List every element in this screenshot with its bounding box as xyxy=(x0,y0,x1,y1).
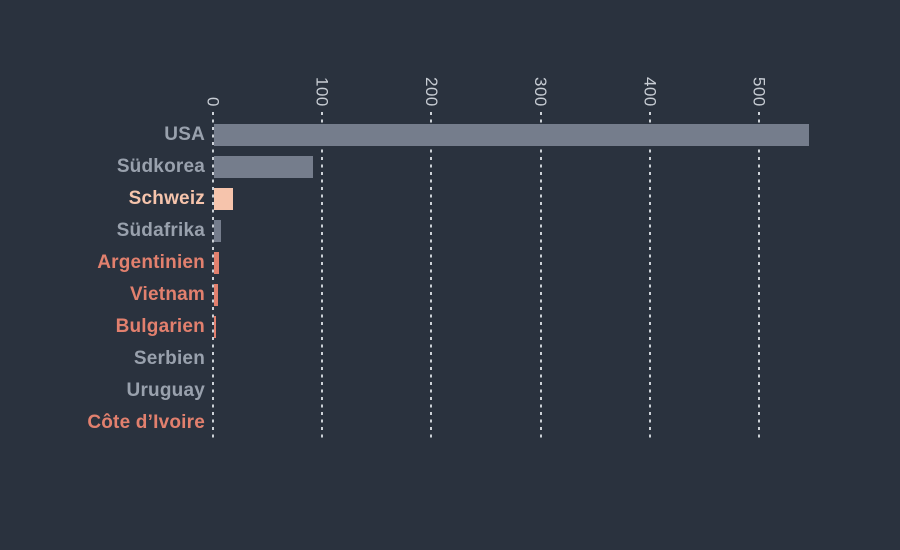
x-gridline xyxy=(430,112,433,438)
x-gridline xyxy=(539,112,542,438)
category-label: Vietnam xyxy=(130,284,205,305)
x-gridline xyxy=(212,112,214,438)
x-axis-tick-label: 500 xyxy=(749,77,769,107)
x-gridline xyxy=(321,112,324,438)
category-label: Südkorea xyxy=(116,156,205,177)
x-axis-tick-label: 200 xyxy=(421,77,441,107)
category-label: Serbien xyxy=(133,348,205,369)
category-label: Uruguay xyxy=(126,380,205,401)
category-label: Bulgarien xyxy=(115,316,205,337)
x-gridline xyxy=(648,112,651,438)
category-label: Schweiz xyxy=(128,188,205,209)
bar xyxy=(214,156,313,178)
bar xyxy=(214,124,809,146)
bar xyxy=(214,316,216,338)
x-axis-tick-label: 0 xyxy=(203,97,223,107)
bar xyxy=(214,220,221,242)
x-gridline xyxy=(758,112,760,438)
bar xyxy=(214,284,218,306)
bar xyxy=(214,252,219,274)
x-axis-tick-label: 100 xyxy=(312,77,332,107)
x-axis-tick-label: 400 xyxy=(640,77,660,107)
bar xyxy=(214,188,233,210)
category-label: Côte d’Ivoire xyxy=(87,412,205,433)
x-axis-tick-label: 300 xyxy=(531,77,551,107)
category-label: USA xyxy=(164,124,205,145)
category-label: Südafrika xyxy=(116,220,205,241)
category-label: Argentinien xyxy=(97,252,205,273)
